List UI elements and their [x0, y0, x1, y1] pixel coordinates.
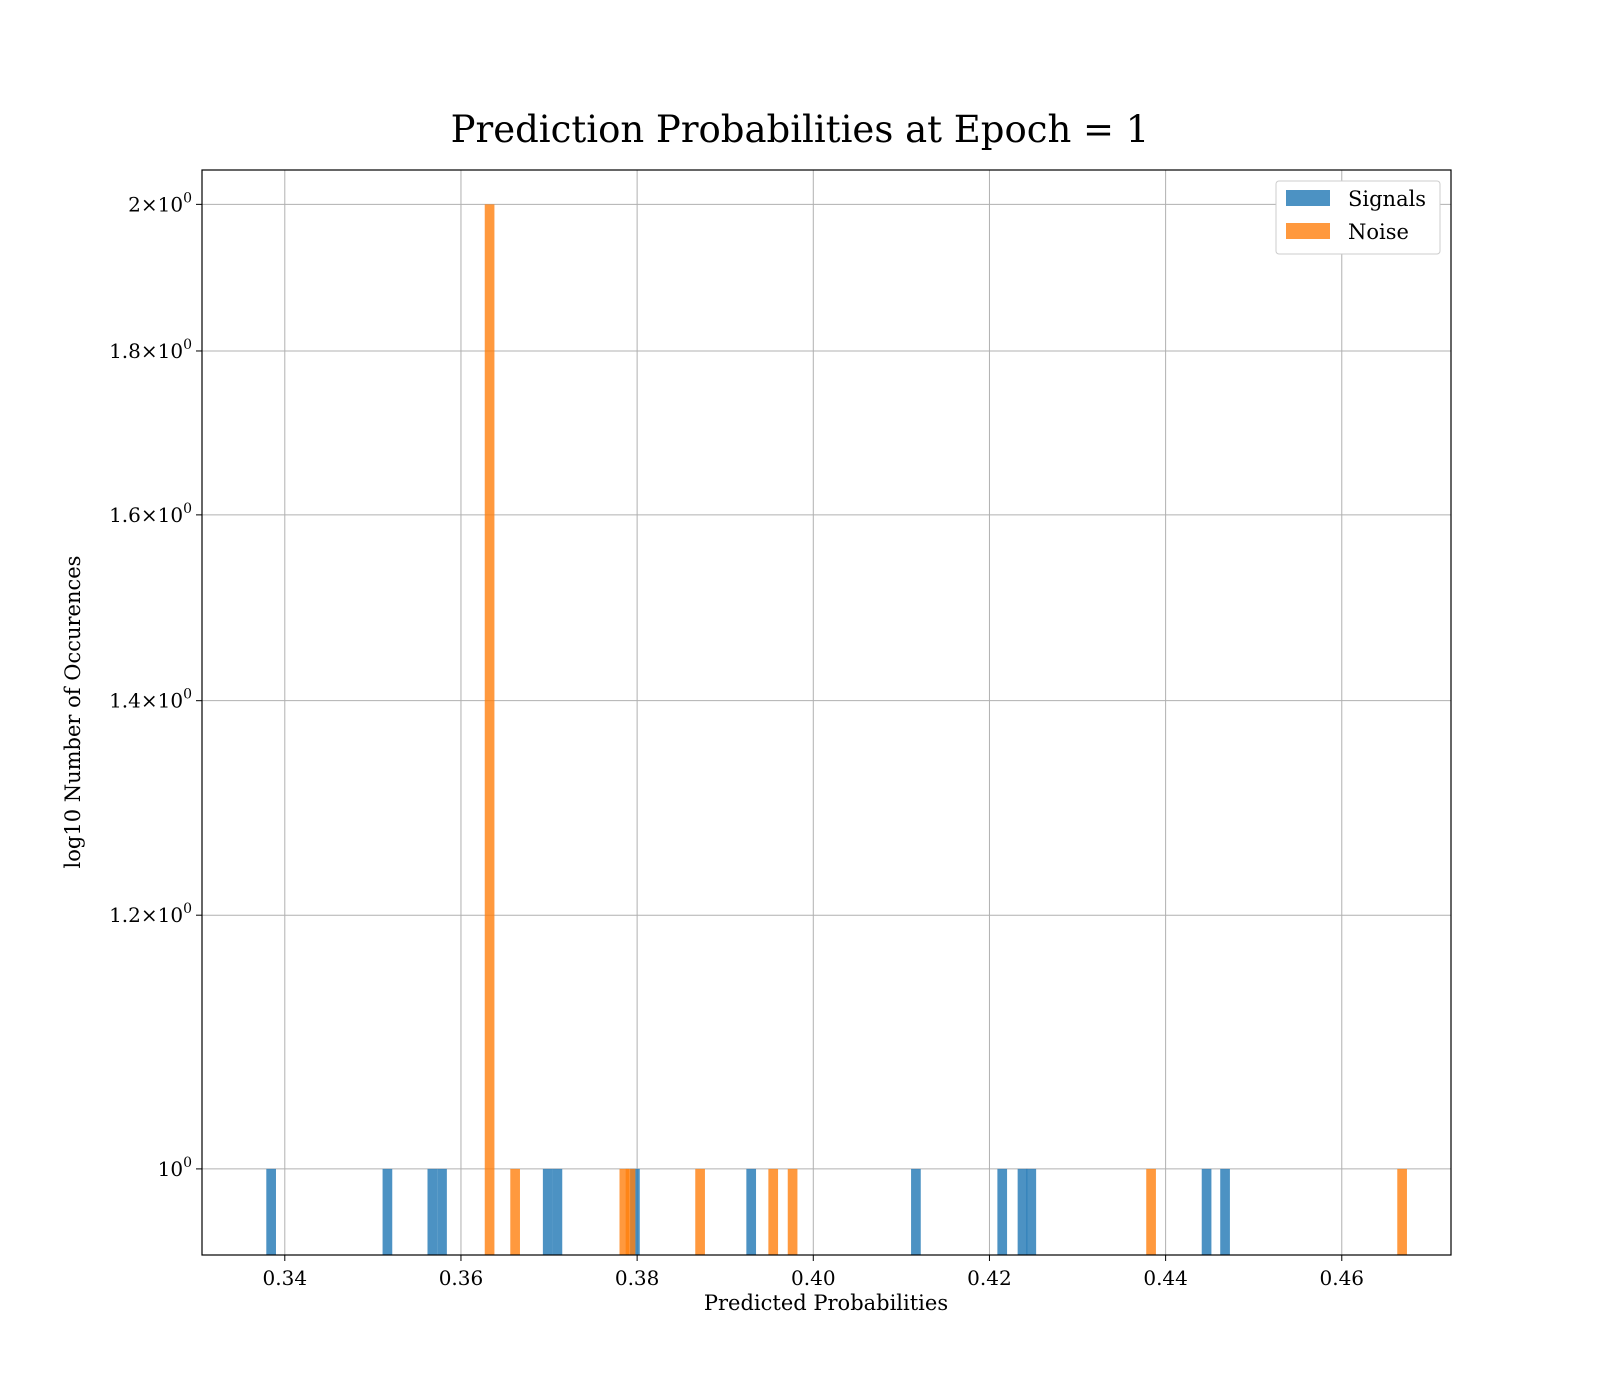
signals-bar: [1220, 1168, 1230, 1255]
x-tick-label: 0.46: [1320, 1266, 1365, 1290]
y-tick-label: 2×100: [128, 190, 192, 216]
signals-bar: [552, 1168, 563, 1255]
x-axis-label: Predicted Probabilities: [704, 1291, 948, 1315]
noise-bar: [619, 1168, 630, 1255]
noise-bar: [1397, 1168, 1407, 1255]
signals-bar: [382, 1168, 393, 1255]
plot-frame: [201, 169, 1452, 1256]
signals-bar: [1017, 1168, 1028, 1255]
signals-bar: [1201, 1168, 1212, 1255]
y-axis-label: log10 Number of Occurences: [61, 556, 85, 869]
y-axis-ticks: 100 1.2×100 1.4×100 1.6×100 1.8×100 2×100: [109, 190, 202, 1181]
y-tick-label: 1.8×100: [109, 337, 192, 363]
x-axis-ticks: 0.34 0.36 0.38 0.40 0.42 0.44 0.46: [263, 1255, 1365, 1290]
legend-swatch-signals: [1286, 190, 1330, 206]
x-tick-label: 0.34: [263, 1266, 308, 1290]
y-tick-label: 1.2×100: [109, 901, 192, 927]
bars: [266, 204, 1407, 1256]
x-tick-label: 0.42: [967, 1266, 1012, 1290]
signals-bar: [997, 1168, 1008, 1255]
x-tick-label: 0.40: [791, 1266, 836, 1290]
legend-label-noise: Noise: [1348, 220, 1409, 244]
noise-bar: [625, 1168, 636, 1255]
noise-bar: [695, 1168, 705, 1255]
signals-bar: [542, 1168, 553, 1255]
legend-swatch-noise: [1286, 223, 1330, 239]
noise-bar: [510, 1168, 520, 1255]
noise-bar: [1146, 1168, 1156, 1255]
x-tick-label: 0.38: [615, 1266, 660, 1290]
signals-bar: [746, 1168, 757, 1255]
legend-label-signals: Signals: [1348, 187, 1426, 211]
noise-bar: [768, 1168, 779, 1255]
grid-lines: [202, 170, 1451, 1255]
y-tick-label: 1.4×100: [109, 687, 192, 713]
signals-bar: [437, 1168, 447, 1255]
y-tick-label: 100: [158, 1155, 192, 1181]
x-tick-label: 0.36: [439, 1266, 484, 1290]
chart-title: Prediction Probabilities at Epoch = 1: [451, 108, 1150, 151]
noise-bar: [787, 1168, 798, 1255]
signals-bar: [911, 1168, 921, 1255]
noise-bar: [484, 204, 495, 1256]
signals-bar: [1026, 1168, 1037, 1255]
signals-bar: [266, 1168, 276, 1255]
y-tick-label: 1.6×100: [109, 501, 192, 527]
x-tick-label: 0.44: [1143, 1266, 1188, 1290]
signals-bar: [427, 1168, 438, 1255]
legend: Signals Noise: [1275, 180, 1441, 255]
